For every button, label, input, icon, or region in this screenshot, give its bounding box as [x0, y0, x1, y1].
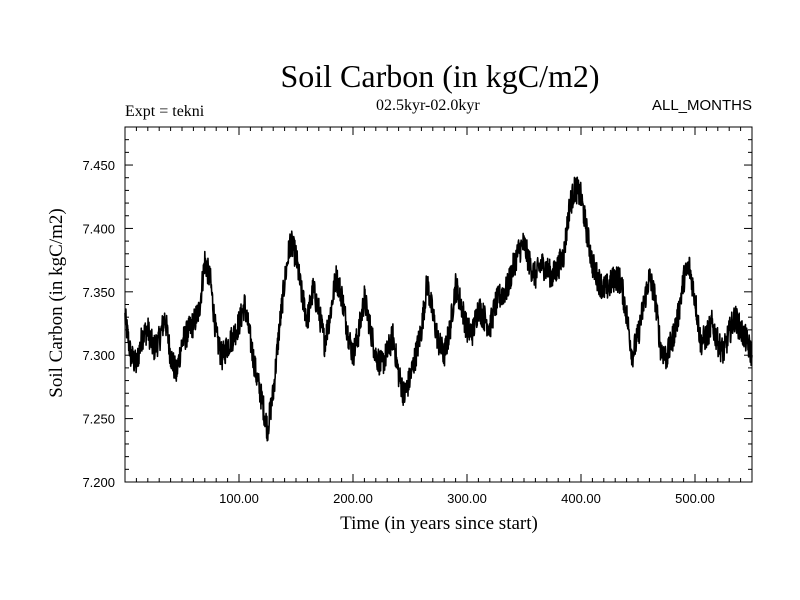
- x-axis: 100.00 200.00 300.00 400.00 500.00: [219, 491, 715, 506]
- plot-area-border: [124, 126, 753, 483]
- experiment-label: Expt = tekni: [125, 103, 205, 120]
- x-tick-label: 300.00: [447, 491, 487, 506]
- months-label: ALL_MONTHS: [651, 97, 752, 114]
- y-tick-label: 7.400: [82, 221, 115, 236]
- y-tick-label: 7.300: [82, 348, 115, 363]
- y-tick-label: 7.350: [82, 285, 115, 300]
- y-axis: 7.200 7.250 7.300 7.350 7.400 7.450: [82, 158, 115, 490]
- x-tick-label: 200.00: [333, 491, 373, 506]
- y-axis-label: Soil Carbon (in kgC/m2): [46, 208, 67, 397]
- x-tick-label: 500.00: [675, 491, 715, 506]
- y-tick-label: 7.250: [82, 412, 115, 427]
- plot-frame: [124, 126, 753, 483]
- series-line-soil-carbon: [124, 176, 753, 442]
- series-layer: [124, 176, 753, 442]
- x-tick-label: 100.00: [219, 491, 259, 506]
- chart-title: Soil Carbon (in kgC/m2): [280, 58, 600, 94]
- y-tick-label: 7.200: [82, 475, 115, 490]
- y-tick-label: 7.450: [82, 158, 115, 173]
- x-axis-label: Time (in years since start): [340, 513, 538, 534]
- period-label: 02.5kyr-02.0kyr: [376, 97, 480, 114]
- x-tick-label: 400.00: [561, 491, 601, 506]
